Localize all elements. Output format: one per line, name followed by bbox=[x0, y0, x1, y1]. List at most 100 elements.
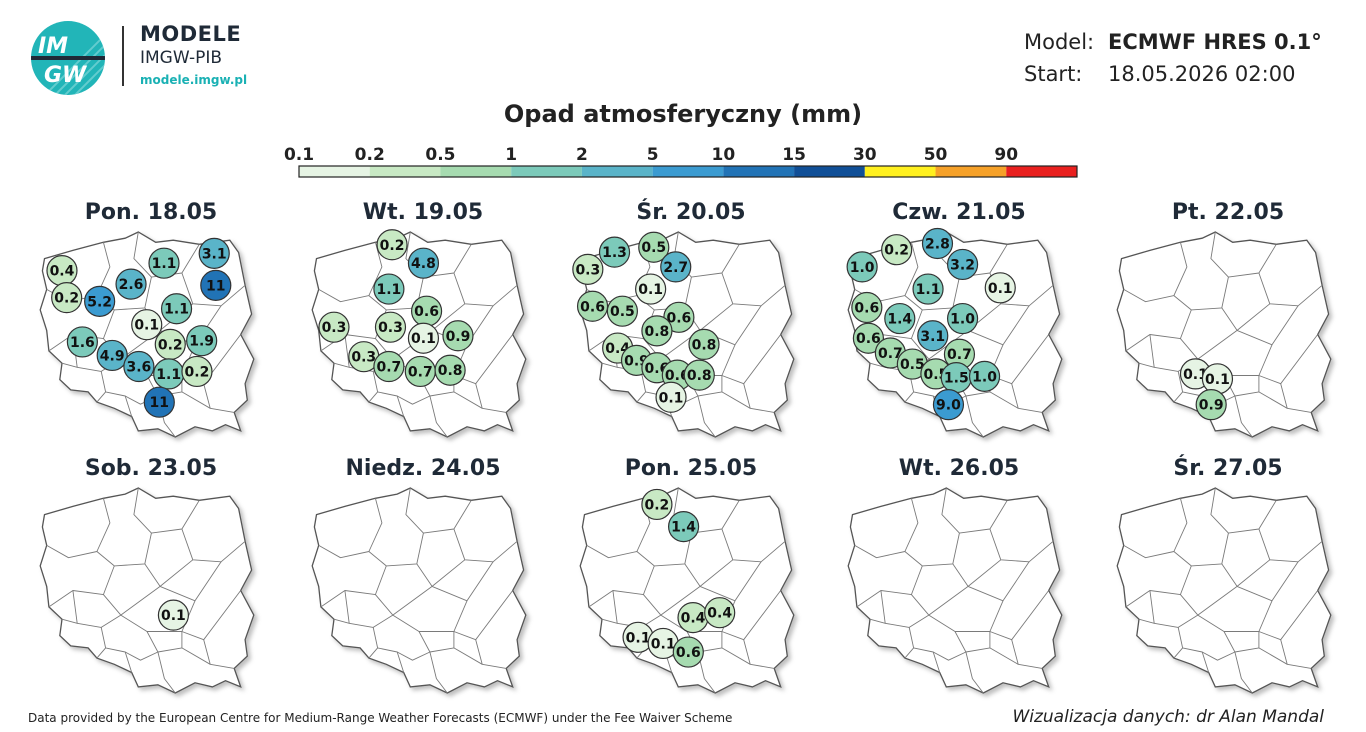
precip-marker: 1.1 bbox=[153, 358, 185, 390]
precip-value: 0.1 bbox=[134, 318, 159, 334]
precip-value: 1.0 bbox=[972, 369, 997, 385]
voivodeship-border bbox=[46, 545, 97, 559]
precip-marker: 0.8 bbox=[688, 328, 720, 360]
precip-marker: 1.3 bbox=[598, 236, 631, 268]
precip-marker: 0.1 bbox=[131, 309, 163, 341]
voivodeship-border bbox=[1173, 498, 1192, 567]
legend-color-7 bbox=[794, 166, 865, 177]
precip-value: 0.6 bbox=[676, 645, 701, 661]
precip-circle bbox=[1195, 389, 1227, 421]
precip-value: 0.1 bbox=[651, 636, 676, 652]
brand-url-link[interactable]: modele.imgw.pl bbox=[140, 73, 248, 87]
precip-value: 0.5 bbox=[610, 304, 635, 320]
precip-value: 4.8 bbox=[411, 256, 436, 272]
precip-marker: 0.1 bbox=[635, 273, 667, 305]
precip-circle bbox=[688, 328, 720, 360]
precip-circle bbox=[884, 302, 916, 335]
precip-marker: 0.2 bbox=[51, 282, 83, 314]
voivodeship-border bbox=[1173, 242, 1192, 311]
legend-color-1 bbox=[369, 166, 441, 177]
precip-marker: 0.6 bbox=[672, 636, 704, 668]
precip-circle bbox=[921, 227, 954, 260]
precip-marker: 0.6 bbox=[852, 322, 885, 354]
voivodeship-border bbox=[965, 651, 984, 694]
day-panel: Pon. 25.050.21.40.4 0.40.1 0.10.6 bbox=[579, 456, 795, 694]
precip-marker: 0.5 bbox=[638, 231, 670, 263]
precip-circle bbox=[434, 354, 466, 386]
voivodeship-border bbox=[1234, 651, 1253, 694]
start-row: Start: 18.05.2026 02:00 bbox=[1024, 58, 1322, 90]
precip-marker: 4.9 bbox=[96, 339, 128, 372]
precip-value: 1.1 bbox=[156, 367, 181, 383]
voivodeship-border bbox=[1123, 289, 1174, 303]
legend-tick-label: 0.2 bbox=[355, 145, 385, 165]
precip-value: 0.6 bbox=[854, 300, 879, 316]
precip-value: 0.7 bbox=[377, 360, 402, 376]
precip-marker: 0.6 bbox=[576, 290, 609, 322]
legend-tick-label: 0.5 bbox=[425, 145, 455, 165]
precip-circle bbox=[660, 251, 692, 283]
voivodeship-border bbox=[318, 289, 369, 303]
voivodeship-border bbox=[588, 565, 655, 608]
day-panel: Czw. 21.05 0.2 2.8 1.0 3.2 0.1 1.1 0.6 1.4 1.0 3.1… bbox=[846, 200, 1063, 438]
precip-circle bbox=[881, 234, 913, 266]
precip-value: 0.1 bbox=[659, 390, 684, 406]
precip-circle bbox=[606, 295, 638, 327]
voivodeship-border bbox=[453, 272, 518, 307]
precip-marker: 1.4 bbox=[667, 510, 700, 543]
precip-marker: 11 bbox=[200, 269, 232, 301]
precip-marker: 0.6 bbox=[661, 359, 693, 391]
precip-marker: 0.1 bbox=[647, 627, 679, 660]
precip-value: 0.8 bbox=[692, 337, 717, 353]
precip-value: 0.5 bbox=[641, 240, 666, 256]
voivodeship-border bbox=[1125, 309, 1192, 352]
precip-circle bbox=[143, 386, 175, 418]
voivodeship-border bbox=[181, 391, 211, 409]
precip-circle bbox=[638, 231, 670, 263]
precip-marker: 3.1 bbox=[198, 237, 230, 269]
precip-marker: 0.1 bbox=[655, 381, 687, 413]
precip-value: 11 bbox=[206, 278, 225, 294]
precip-value: 0.2 bbox=[645, 497, 670, 513]
legend-color-2 bbox=[440, 166, 512, 177]
precip-marker: 0.8 bbox=[683, 359, 715, 391]
voivodeship-border bbox=[586, 545, 637, 559]
voivodeship-border bbox=[1125, 565, 1192, 608]
precip-value: 0.7 bbox=[878, 346, 903, 362]
precip-value: 0.3 bbox=[322, 320, 347, 336]
voivodeship-border bbox=[721, 272, 786, 307]
precip-marker: 0.5 bbox=[896, 348, 928, 380]
precip-circle bbox=[672, 636, 704, 668]
precip-marker: 0.9 bbox=[442, 320, 474, 352]
precip-value: 2.8 bbox=[925, 237, 950, 253]
precip-marker: 2.6 bbox=[115, 268, 147, 300]
precip-circle bbox=[374, 311, 407, 343]
legend-title: Opad atmosferyczny (mm) bbox=[503, 100, 863, 128]
precip-value: 0.2 bbox=[54, 291, 79, 307]
precip-circle bbox=[442, 320, 474, 352]
voivodeship-border bbox=[320, 565, 387, 608]
precip-marker: 0.7 bbox=[943, 338, 976, 370]
precip-value: 2.7 bbox=[663, 260, 688, 276]
voivodeship-border bbox=[453, 528, 518, 563]
legend-tick-label: 30 bbox=[853, 145, 877, 165]
precip-circle bbox=[852, 322, 885, 354]
precip-value: 0.6 bbox=[666, 310, 691, 326]
legend-frame bbox=[298, 165, 1078, 178]
model-label: Model: bbox=[1024, 30, 1095, 54]
precip-marker: 1.1 bbox=[373, 273, 405, 305]
precip-marker: 9.0 bbox=[932, 389, 965, 421]
brand-divider bbox=[122, 26, 124, 86]
voivodeship-border bbox=[856, 565, 923, 608]
legend-color-9 bbox=[935, 166, 1007, 177]
precip-marker: 0.4 bbox=[46, 254, 78, 287]
voivodeship-border bbox=[989, 528, 1054, 563]
voivodeship-border bbox=[1234, 395, 1253, 438]
precip-circle bbox=[572, 253, 604, 285]
precip-value: 3.1 bbox=[202, 246, 227, 262]
brand-title: MODELE bbox=[140, 22, 242, 46]
precip-marker: 0.6 bbox=[663, 301, 695, 333]
voivodeship-border bbox=[697, 395, 716, 438]
